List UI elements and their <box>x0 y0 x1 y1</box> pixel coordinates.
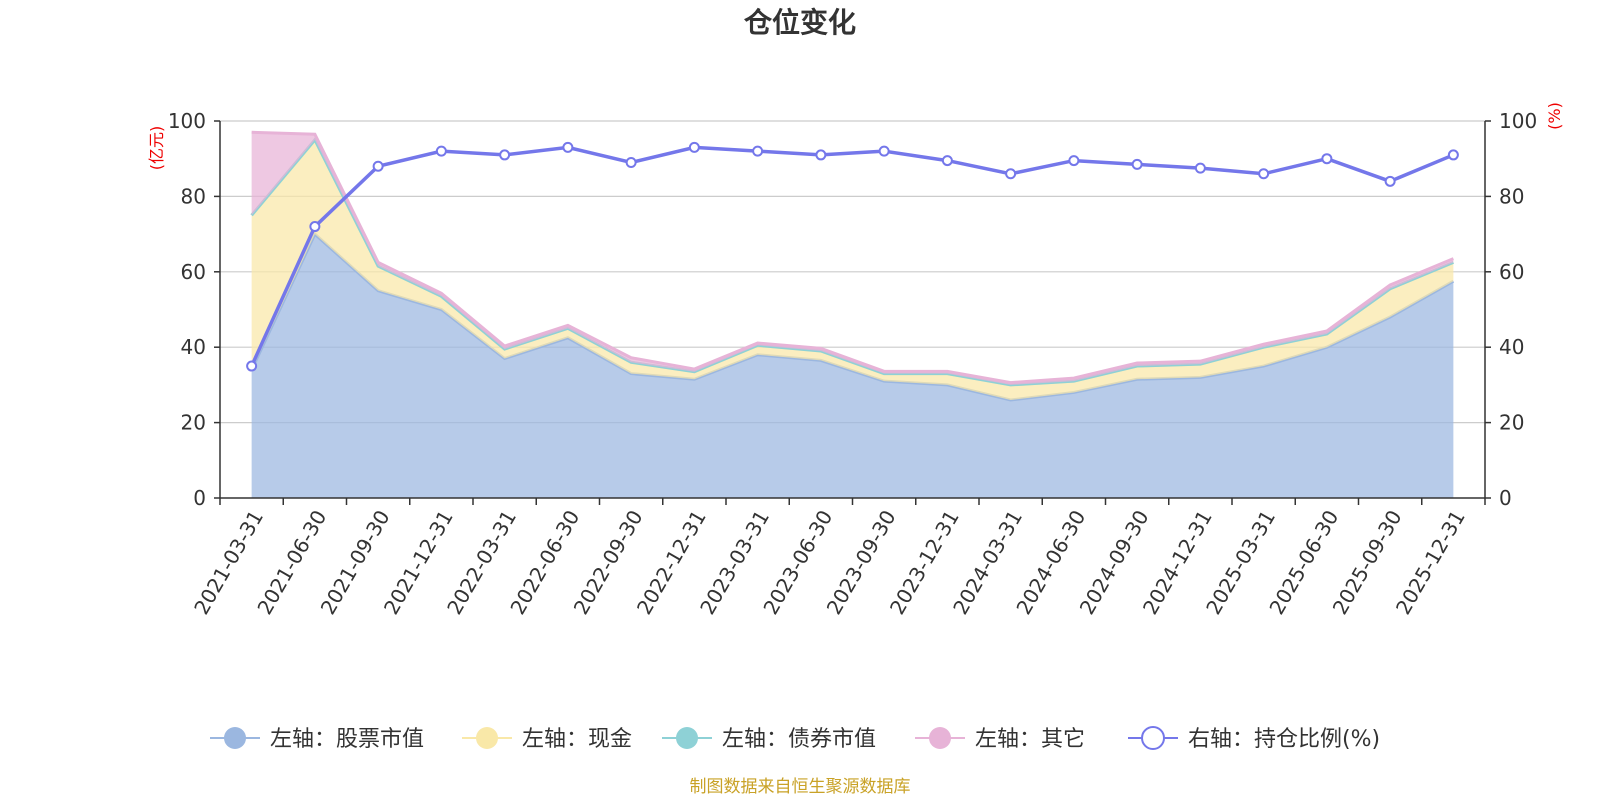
ratio-point <box>1258 168 1270 180</box>
legend-swatch-marker <box>929 727 951 749</box>
ratio-point <box>1194 162 1206 174</box>
ratio-point <box>372 160 384 172</box>
ratio-point <box>815 149 827 161</box>
y-right-tick-label: 20 <box>1499 411 1524 435</box>
left-axis-unit: (亿元) <box>147 126 166 171</box>
y-right-tick-label: 100 <box>1499 109 1537 133</box>
legend-label: 右轴：持仓比例(%) <box>1188 727 1380 752</box>
ratio-point <box>688 141 700 153</box>
y-left-tick-label: 0 <box>193 486 206 510</box>
ratio-line-path <box>250 145 1455 367</box>
y-right-tick-label: 40 <box>1499 335 1524 359</box>
legend-swatch-marker <box>1141 726 1165 750</box>
area-edge <box>251 130 1454 385</box>
legend: 左轴：股票市值 左轴：现金 左轴：债券市值 左轴：其它 右轴：持仓比例(%) <box>210 726 1380 752</box>
legend-label: 左轴：债券市值 <box>722 727 876 752</box>
area-edge <box>250 231 1455 402</box>
y-left-tick-label: 60 <box>181 260 206 284</box>
ratio-point <box>941 155 953 167</box>
ratio-point <box>309 221 321 233</box>
y-right-tick-label: 0 <box>1499 486 1512 510</box>
area-series <box>251 234 1454 498</box>
legend-swatch-marker <box>476 727 498 749</box>
legend-label: 左轴：股票市值 <box>270 727 424 752</box>
ratio-point <box>435 145 447 157</box>
stacked-areas <box>250 130 1455 498</box>
ratio-point <box>752 145 764 157</box>
chart-title: 仓位变化 <box>744 6 856 39</box>
y-right-tick-label: 60 <box>1499 260 1524 284</box>
ratio-point <box>562 141 574 153</box>
y-right-tick-label: 80 <box>1499 184 1524 208</box>
ratio-point <box>1131 158 1143 170</box>
ratio-point <box>246 360 258 372</box>
ratio-point <box>1447 149 1459 161</box>
ratio-point <box>878 145 890 157</box>
y-left-tick-label: 20 <box>181 411 206 435</box>
data-source-note: 制图数据来自恒生聚源数据库 <box>690 777 911 797</box>
y-left-tick-label: 80 <box>181 184 206 208</box>
legend-label: 左轴：其它 <box>975 727 1085 752</box>
ratio-point <box>499 149 511 161</box>
legend-swatch-marker <box>224 727 246 749</box>
y-left-tick-label: 100 <box>168 109 206 133</box>
legend-label: 左轴：现金 <box>522 727 632 752</box>
ratio-point <box>1321 153 1333 165</box>
ratio-point <box>1384 175 1396 187</box>
legend-swatch-marker <box>676 727 698 749</box>
ratio-point <box>1068 155 1080 167</box>
right-axis-unit: (%) <box>1545 102 1564 130</box>
ratio-point <box>1005 168 1017 180</box>
y-left-tick-label: 40 <box>181 335 206 359</box>
ratio-point <box>625 156 637 168</box>
holding-ratio-line <box>246 141 1459 372</box>
